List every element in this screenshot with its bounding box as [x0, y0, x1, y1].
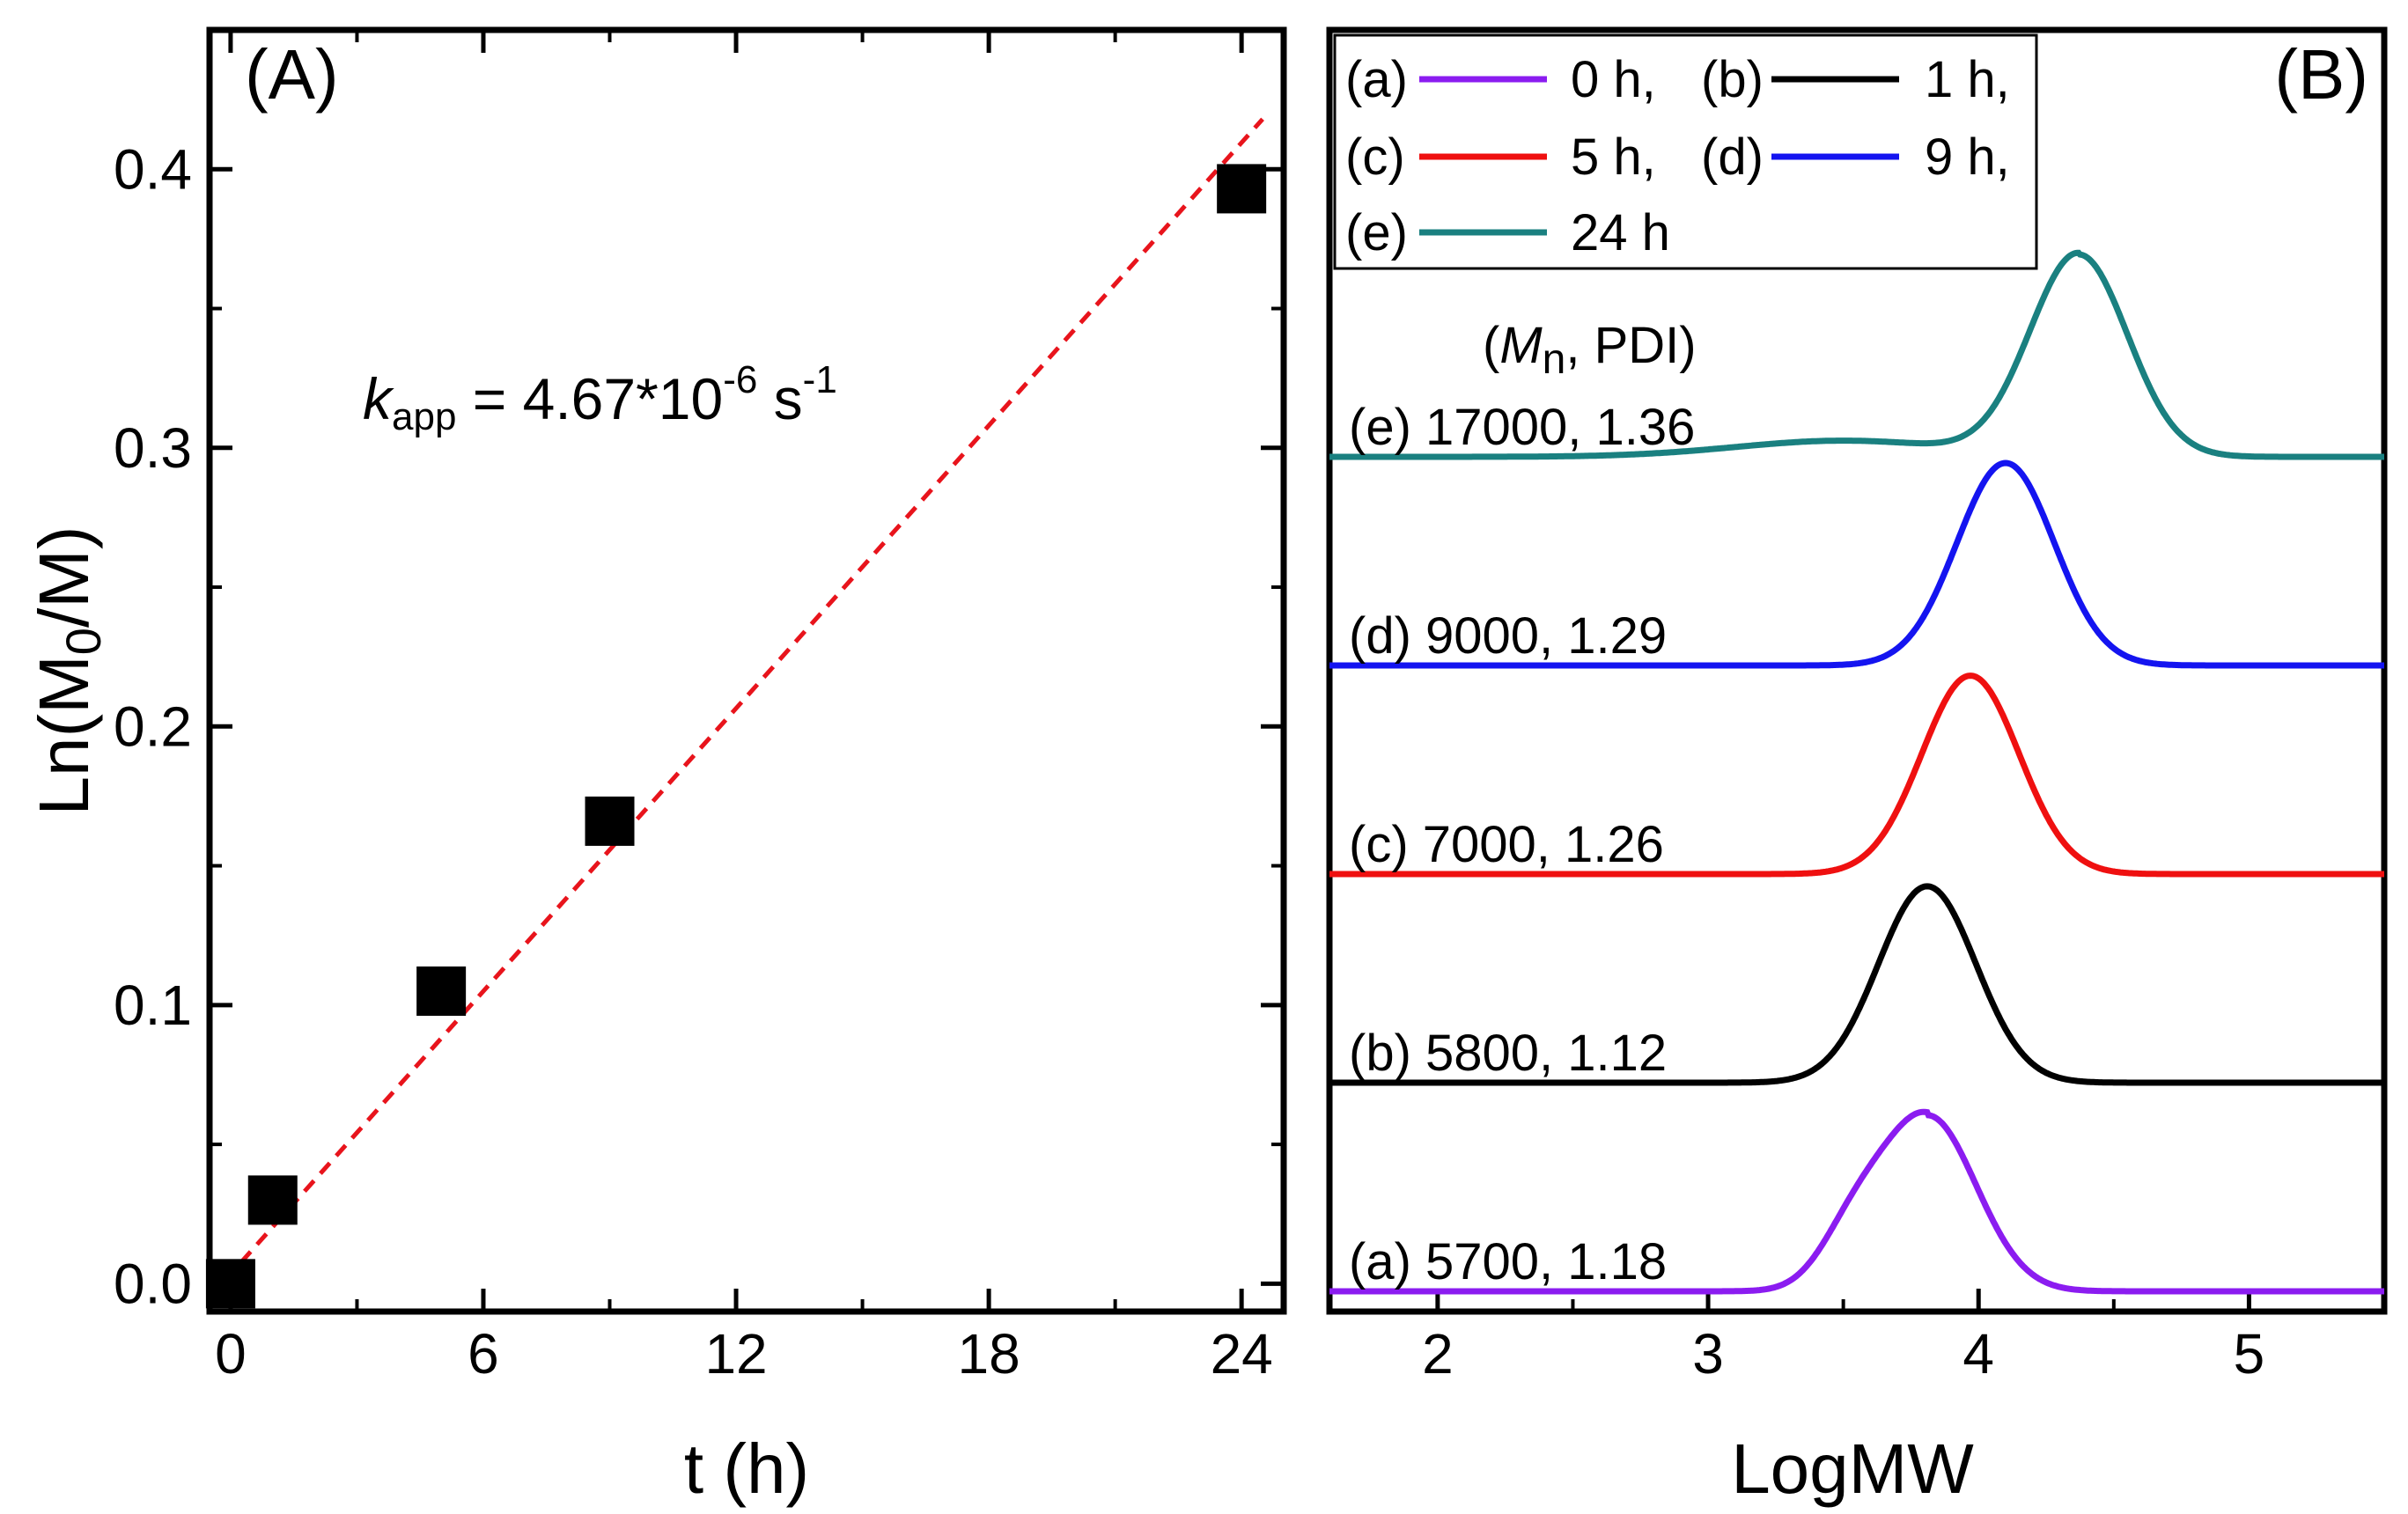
trace-d [1329, 459, 2384, 669]
data-point [1217, 164, 1267, 214]
trace-label-c: (c) 7000, 1.26 [1349, 816, 1664, 873]
rate-k: k [363, 366, 394, 431]
trace-label-e: (e) 17000, 1.36 [1349, 399, 1695, 456]
panel-b-x-tick-label: 5 [2234, 1322, 2265, 1385]
panel-a-x-axis-title: t (h) [684, 1429, 809, 1508]
rate-unit-exponent: -1 [803, 358, 837, 401]
panel-a-y-tick-label: 0.4 [114, 137, 192, 201]
trace-a [1329, 1108, 2384, 1295]
y-title-subscript: 0 [55, 628, 111, 655]
legend-text-d: 9 h, [1925, 129, 2010, 186]
panel-a-y-tick-label: 0.3 [114, 416, 192, 480]
trace-label-a: (a) 5700, 1.18 [1349, 1233, 1667, 1290]
panel-b-frame [1326, 26, 2388, 1315]
panel-a-y-tick-label: 0.0 [114, 1252, 192, 1315]
panel-b-x-tick-label: 4 [1962, 1322, 1994, 1385]
rate-unit: s [757, 366, 802, 431]
legend-text-b: 1 h, [1925, 51, 2010, 108]
rate-constant-annotation: kapp = 4.67*10-6 s-1 [363, 358, 837, 438]
panel-a-x-tick-label: 0 [215, 1322, 247, 1385]
mn-pdi-rest: , PDI) [1565, 317, 1696, 374]
panel-a-y-axis-title: Ln(M0/M) [25, 526, 111, 816]
mn-pdi-open: ( [1483, 317, 1499, 374]
legend-key-d: (d) [1701, 129, 1764, 186]
trace-c [1329, 672, 2384, 878]
rate-sub: app [392, 395, 456, 438]
legend-text-c: 5 h, [1571, 129, 1656, 186]
panel-a-label: (A) [245, 35, 339, 114]
panel-b-x-tick-label: 3 [1692, 1322, 1724, 1385]
panel-a-plot: 0 6 12 18 24 0.0 0.1 0.2 0.3 0.4 [114, 30, 1284, 1385]
fit-line [208, 117, 1264, 1299]
panel-a-y-tick-label: 0.2 [114, 695, 192, 758]
panel-a-x-tick-label: 12 [704, 1322, 767, 1385]
rate-value: = 4.67*10 [456, 366, 723, 431]
mn-pdi-m: M [1499, 317, 1543, 374]
data-point [585, 796, 635, 846]
trace-label-b: (b) 5800, 1.12 [1349, 1025, 1667, 1082]
trace-b [1329, 883, 2384, 1086]
panel-b-x-axis-title: LogMW [1731, 1429, 1974, 1508]
legend-key-a: (a) [1345, 51, 1408, 108]
panel-b-plot: 2 3 4 5 (a) 5700, 1.18 (b) 5800, 1.12 (c) 7000… [1329, 249, 2384, 1385]
mn-pdi-header: (Mn, PDI) [1483, 317, 1697, 383]
trace-label-d: (d) 9000, 1.29 [1349, 607, 1667, 665]
data-point [416, 966, 467, 1016]
legend-key-c: (c) [1345, 129, 1405, 186]
panel-a-frame [206, 26, 1287, 1315]
panel-a-x-tick-label: 24 [1211, 1322, 1273, 1385]
legend: (a) 0 h, (b) 1 h, (c) 5 h, (d) 9 h, (e) … [1345, 51, 2010, 261]
data-point [247, 1175, 298, 1225]
legend-text-a: 0 h, [1571, 51, 1656, 108]
panel-a-y-tick-label: 0.1 [114, 974, 192, 1037]
y-title-part-2: /M) [25, 526, 103, 628]
legend-text-e: 24 h [1571, 204, 1670, 261]
rate-exponent: -6 [723, 358, 757, 401]
y-title-part-1: Ln(M [25, 655, 103, 815]
legend-key-e: (e) [1345, 204, 1408, 261]
panel-b-label: (B) [2274, 35, 2368, 114]
trace-e [1329, 249, 2384, 460]
panel-a-x-tick-label: 6 [468, 1322, 499, 1385]
panel-a-x-tick-label: 18 [958, 1322, 1020, 1385]
legend-key-b: (b) [1701, 51, 1764, 108]
data-point [205, 1259, 255, 1309]
panel-b-x-tick-label: 2 [1422, 1322, 1454, 1385]
mn-pdi-n: n [1543, 336, 1566, 383]
